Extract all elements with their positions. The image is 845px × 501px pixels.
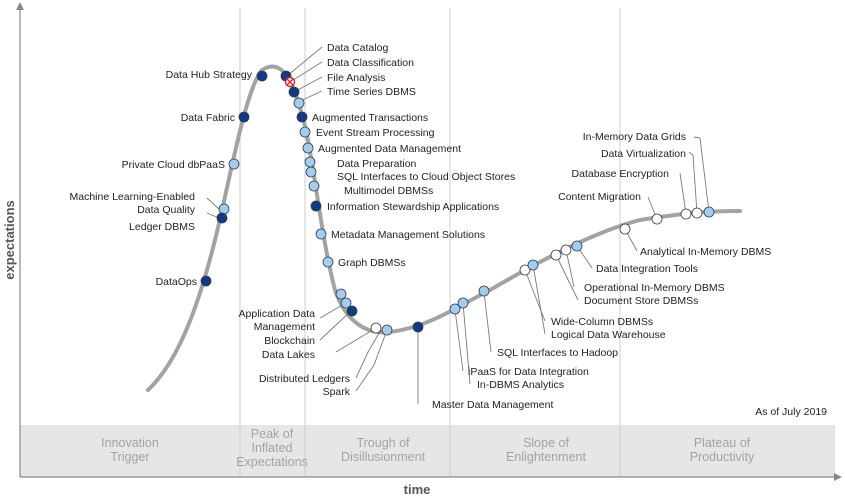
phase-label-innovation-trigger: Trigger	[110, 450, 149, 464]
information-stewardship-marker	[310, 200, 322, 212]
application-data-management-marker	[335, 288, 347, 300]
phase-label-peak: Inflated	[251, 441, 292, 455]
master-data-management-label: Master Data Management	[432, 399, 553, 411]
logical-data-warehouse-label: Logical Data Warehouse	[551, 329, 666, 341]
sql-cloud-object-stores-marker	[305, 166, 317, 178]
multimodel-dbmss-label: Multimodel DBMSs	[344, 185, 433, 197]
ledger-dbms-label: Ledger DBMS	[129, 221, 195, 233]
data-virtualization-marker	[691, 207, 703, 219]
data-fabric-label: Data Fabric	[181, 112, 235, 124]
ipaas-label: iPaaS for Data Integration	[468, 366, 589, 378]
ml-data-quality-label: Machine Learning-Enabled	[69, 191, 195, 203]
operational-in-memory-label: Operational In-Memory DBMS	[584, 282, 725, 294]
application-data-management-label: Management	[254, 321, 315, 333]
distributed-ledgers-marker	[370, 322, 382, 334]
data-classification-label: Data Classification	[327, 57, 414, 69]
augmented-data-management-marker	[302, 142, 314, 154]
phase-label-plateau: Productivity	[690, 450, 755, 464]
private-cloud-dbpaas-label: Private Cloud dbPaaS	[122, 159, 225, 171]
time-series-dbms-marker	[293, 97, 305, 109]
phase-band	[20, 425, 835, 477]
ml-data-quality-marker	[218, 203, 230, 215]
ledger-dbms-marker	[216, 212, 228, 224]
data-lakes-marker	[346, 305, 358, 317]
sql-hadoop-marker	[478, 285, 490, 297]
in-dbms-analytics-marker	[457, 297, 469, 309]
phase-label-trough: Trough of	[356, 436, 410, 450]
graph-dbmss-marker	[322, 256, 334, 268]
data-catalog-label: Data Catalog	[327, 42, 388, 54]
data-preparation-label: Data Preparation	[337, 158, 417, 170]
data-classification-marker	[284, 76, 296, 88]
master-data-management-marker	[412, 321, 424, 333]
ipaas-marker	[449, 303, 461, 315]
document-store-dbmss-label: Document Store DBMSs	[584, 295, 698, 307]
event-stream-processing-marker	[299, 126, 311, 138]
in-memory-data-grids-marker	[703, 206, 715, 218]
data-hub-strategy-marker	[256, 70, 268, 82]
technology-labels: Data Hub Strategy Data Fabric Private Clou…	[69, 42, 771, 411]
augmented-transactions-marker	[296, 111, 308, 123]
data-fabric-marker	[238, 111, 250, 123]
document-store-dbmss-marker	[550, 249, 562, 261]
operational-in-memory-marker	[560, 244, 572, 256]
distributed-ledgers-label: Distributed Ledgers	[259, 373, 350, 385]
phase-label-peak: Peak of	[251, 427, 294, 441]
graph-dbmss-label: Graph DBMSs	[338, 257, 406, 269]
sql-hadoop-label: SQL Interfaces to Hadoop	[497, 347, 618, 359]
content-migration-label: Content Migration	[558, 191, 641, 203]
data-integration-tools-marker	[571, 240, 583, 252]
blockchain-label: Blockchain	[264, 335, 315, 347]
in-dbms-analytics-label: In-DBMS Analytics	[477, 379, 564, 391]
phase-separators	[239, 8, 621, 477]
spark-marker	[381, 324, 393, 336]
data-hub-strategy-label: Data Hub Strategy	[166, 69, 253, 81]
ml-data-quality-label: Data Quality	[137, 204, 196, 216]
in-memory-data-grids-label: In-Memory Data Grids	[583, 131, 686, 143]
file-analysis-marker	[288, 86, 300, 98]
data-integration-tools-label: Data Integration Tools	[596, 263, 698, 275]
phase-label-slope: Enlightenment	[506, 450, 586, 464]
wide-column-dbmss-marker	[519, 264, 531, 276]
analytical-in-memory-label: Analytical In-Memory DBMS	[640, 246, 771, 258]
data-virtualization-label: Data Virtualization	[601, 148, 686, 160]
phase-label-peak: Expectations	[236, 455, 308, 469]
content-migration-marker	[651, 213, 663, 225]
logical-data-warehouse-marker	[527, 259, 539, 271]
analytical-in-memory-marker	[619, 223, 631, 235]
private-cloud-dbpaas-marker	[228, 158, 240, 170]
axes	[16, 2, 842, 481]
application-data-management-label: Application Data	[239, 308, 316, 320]
wide-column-dbmss-label: Wide-Column DBMSs	[551, 316, 653, 328]
dataops-marker	[200, 275, 212, 287]
phase-label-slope: Slope of	[523, 436, 569, 450]
metadata-management-label: Metadata Management Solutions	[331, 229, 485, 241]
multimodel-dbmss-marker	[308, 180, 320, 192]
technology-markers	[200, 70, 715, 336]
spark-label: Spark	[323, 386, 351, 398]
phase-label-innovation-trigger: Innovation	[101, 436, 159, 450]
augmented-data-management-label: Augmented Data Management	[318, 143, 461, 155]
data-preparation-marker	[304, 156, 316, 168]
metadata-management-marker	[315, 228, 327, 240]
database-encryption-marker	[680, 208, 692, 220]
blockchain-marker	[340, 297, 352, 309]
as-of-date: As of July 2019	[755, 406, 827, 418]
event-stream-processing-label: Event Stream Processing	[316, 127, 435, 139]
phase-label-plateau: Plateau of	[694, 436, 751, 450]
x-axis-label: time	[404, 482, 431, 497]
phase-label-trough: Disillusionment	[341, 450, 426, 464]
augmented-transactions-label: Augmented Transactions	[312, 112, 428, 124]
dataops-label: DataOps	[156, 276, 197, 288]
file-analysis-label: File Analysis	[327, 72, 385, 84]
information-stewardship-label: Information Stewardship Applications	[327, 201, 499, 213]
sql-cloud-object-stores-label: SQL Interfaces to Cloud Object Stores	[337, 171, 515, 183]
data-lakes-label: Data Lakes	[262, 349, 315, 361]
database-encryption-label: Database Encryption	[572, 168, 670, 180]
y-axis-label: expectations	[2, 200, 17, 279]
time-series-dbms-label: Time Series DBMS	[327, 86, 416, 98]
